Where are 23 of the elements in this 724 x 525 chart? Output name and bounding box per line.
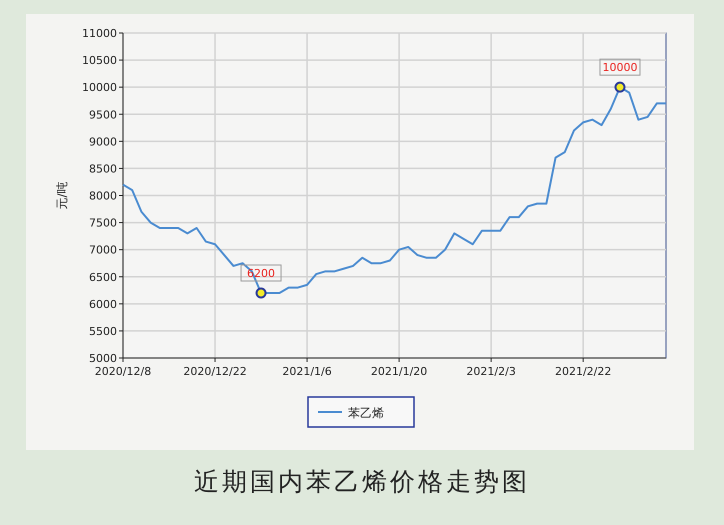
y-tick-label: 7000 [89,244,117,257]
y-tick-label: 6000 [89,298,117,311]
x-tick-label: 2020/12/22 [183,365,247,378]
y-tick-label: 9000 [89,135,117,148]
y-tick-label: 10000 [82,81,117,94]
x-tick-label: 2021/2/22 [554,365,612,378]
y-tick-label: 9500 [89,108,117,122]
y-tick-label: 5500 [89,324,117,338]
y-tick-label: 8000 [89,190,117,202]
legend-label: 苯乙烯 [348,406,384,420]
y-tick-label: 11000 [82,27,117,40]
x-tick-label: 2021/1/20 [370,365,428,378]
y-tick-label: 6500 [89,270,117,284]
y-axis-title: 元/吨 [55,181,69,210]
x-tick-label: 2021/2/3 [466,365,516,378]
data-label: 10000 [602,61,638,74]
y-tick-label: 10500 [82,54,117,68]
x-tick-label: 2021/1/6 [282,365,332,378]
y-tick-label: 7500 [89,216,117,230]
y-tick-label: 8500 [89,162,117,176]
text: 近期国内苯乙烯价格走势图 [194,467,530,496]
y-tick-label: 5000 [89,352,117,365]
x-tick-label: 2020/12/8 [94,365,152,378]
